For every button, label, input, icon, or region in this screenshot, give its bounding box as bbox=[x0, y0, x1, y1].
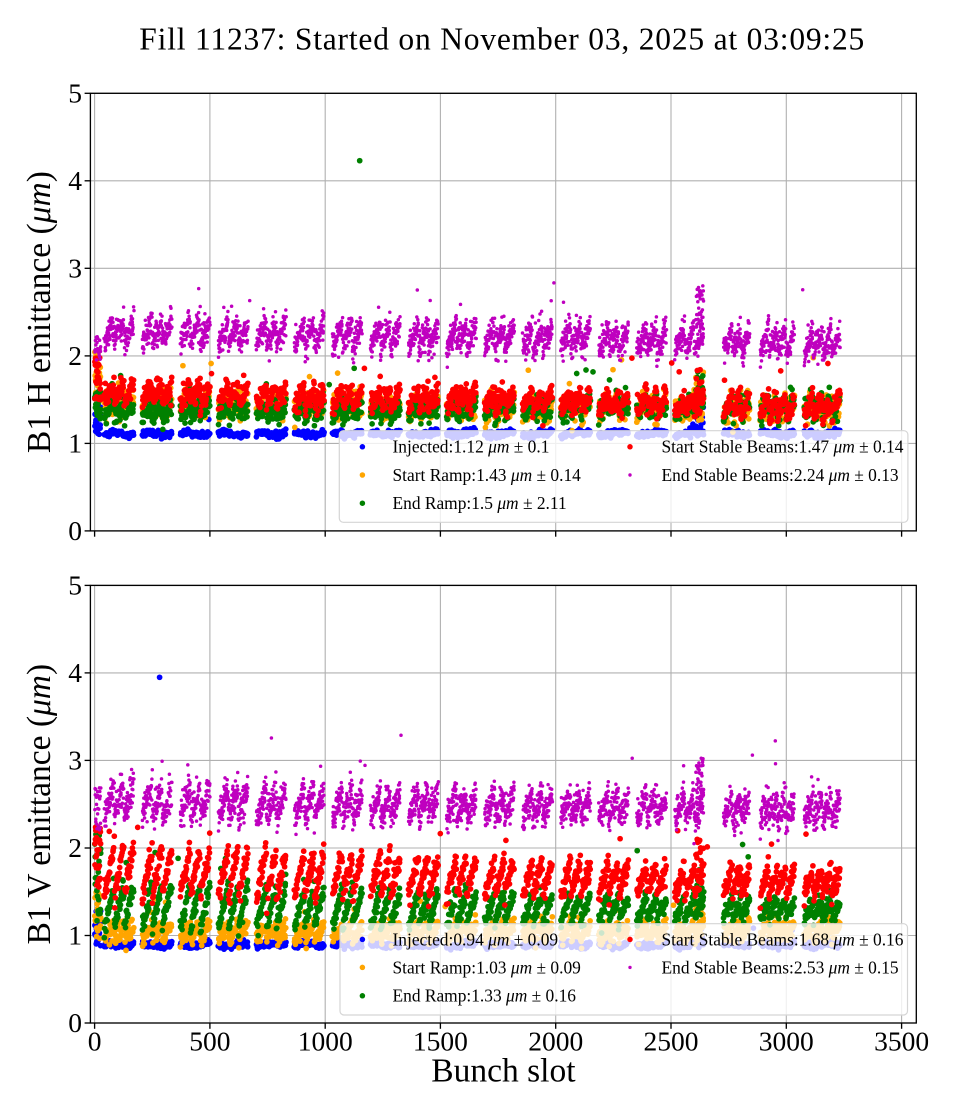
svg-text:1: 1 bbox=[68, 920, 82, 951]
svg-text:1500: 1500 bbox=[413, 1025, 468, 1056]
svg-text:End Ramp:1.33 μm ± 0.16: End Ramp:1.33 μm ± 0.16 bbox=[393, 986, 577, 1006]
svg-text:Fill 11237: Started on Novembe: Fill 11237: Started on November 03, 2025… bbox=[139, 21, 864, 56]
svg-text:Injected:0.94 μm ± 0.09: Injected:0.94 μm ± 0.09 bbox=[393, 929, 559, 949]
svg-text:3500: 3500 bbox=[874, 1025, 929, 1056]
svg-text:2: 2 bbox=[68, 340, 82, 371]
svg-text:Start Ramp:1.03 μm ± 0.09: Start Ramp:1.03 μm ± 0.09 bbox=[393, 957, 581, 977]
svg-text:3000: 3000 bbox=[759, 1025, 814, 1056]
svg-text:2: 2 bbox=[68, 832, 82, 863]
svg-text:1: 1 bbox=[68, 428, 82, 459]
svg-text:End Stable Beams:2.53 μm ± 0.1: End Stable Beams:2.53 μm ± 0.15 bbox=[662, 957, 899, 977]
svg-text:0: 0 bbox=[68, 515, 82, 546]
svg-text:0: 0 bbox=[68, 1007, 82, 1038]
svg-text:B1 H emittance (μm): B1 H emittance (μm) bbox=[21, 171, 58, 453]
svg-text:5: 5 bbox=[68, 77, 82, 108]
svg-text:0: 0 bbox=[88, 1025, 102, 1056]
svg-text:Bunch slot: Bunch slot bbox=[431, 1052, 576, 1089]
svg-text:2000: 2000 bbox=[528, 1025, 583, 1056]
svg-text:3: 3 bbox=[68, 252, 82, 283]
svg-text:4: 4 bbox=[68, 165, 82, 196]
svg-text:500: 500 bbox=[189, 1025, 230, 1056]
svg-text:Start Stable Beams:1.68 μm ± 0: Start Stable Beams:1.68 μm ± 0.16 bbox=[662, 929, 904, 949]
svg-text:B1 V emittance (μm): B1 V emittance (μm) bbox=[21, 664, 58, 945]
svg-text:2500: 2500 bbox=[644, 1025, 699, 1056]
svg-text:End Stable Beams:2.24 μm ± 0.1: End Stable Beams:2.24 μm ± 0.13 bbox=[662, 465, 899, 485]
svg-text:1000: 1000 bbox=[298, 1025, 353, 1056]
svg-text:End Ramp:1.5 μm ± 2.11: End Ramp:1.5 μm ± 2.11 bbox=[393, 493, 567, 513]
svg-text:5: 5 bbox=[68, 570, 82, 601]
svg-text:4: 4 bbox=[68, 657, 82, 688]
svg-text:3: 3 bbox=[68, 745, 82, 776]
svg-text:Injected:1.12 μm ± 0.1: Injected:1.12 μm ± 0.1 bbox=[393, 437, 550, 457]
svg-text:Start Ramp:1.43 μm ± 0.14: Start Ramp:1.43 μm ± 0.14 bbox=[393, 465, 582, 485]
svg-text:Start Stable Beams:1.47 μm ± 0: Start Stable Beams:1.47 μm ± 0.14 bbox=[662, 437, 904, 457]
